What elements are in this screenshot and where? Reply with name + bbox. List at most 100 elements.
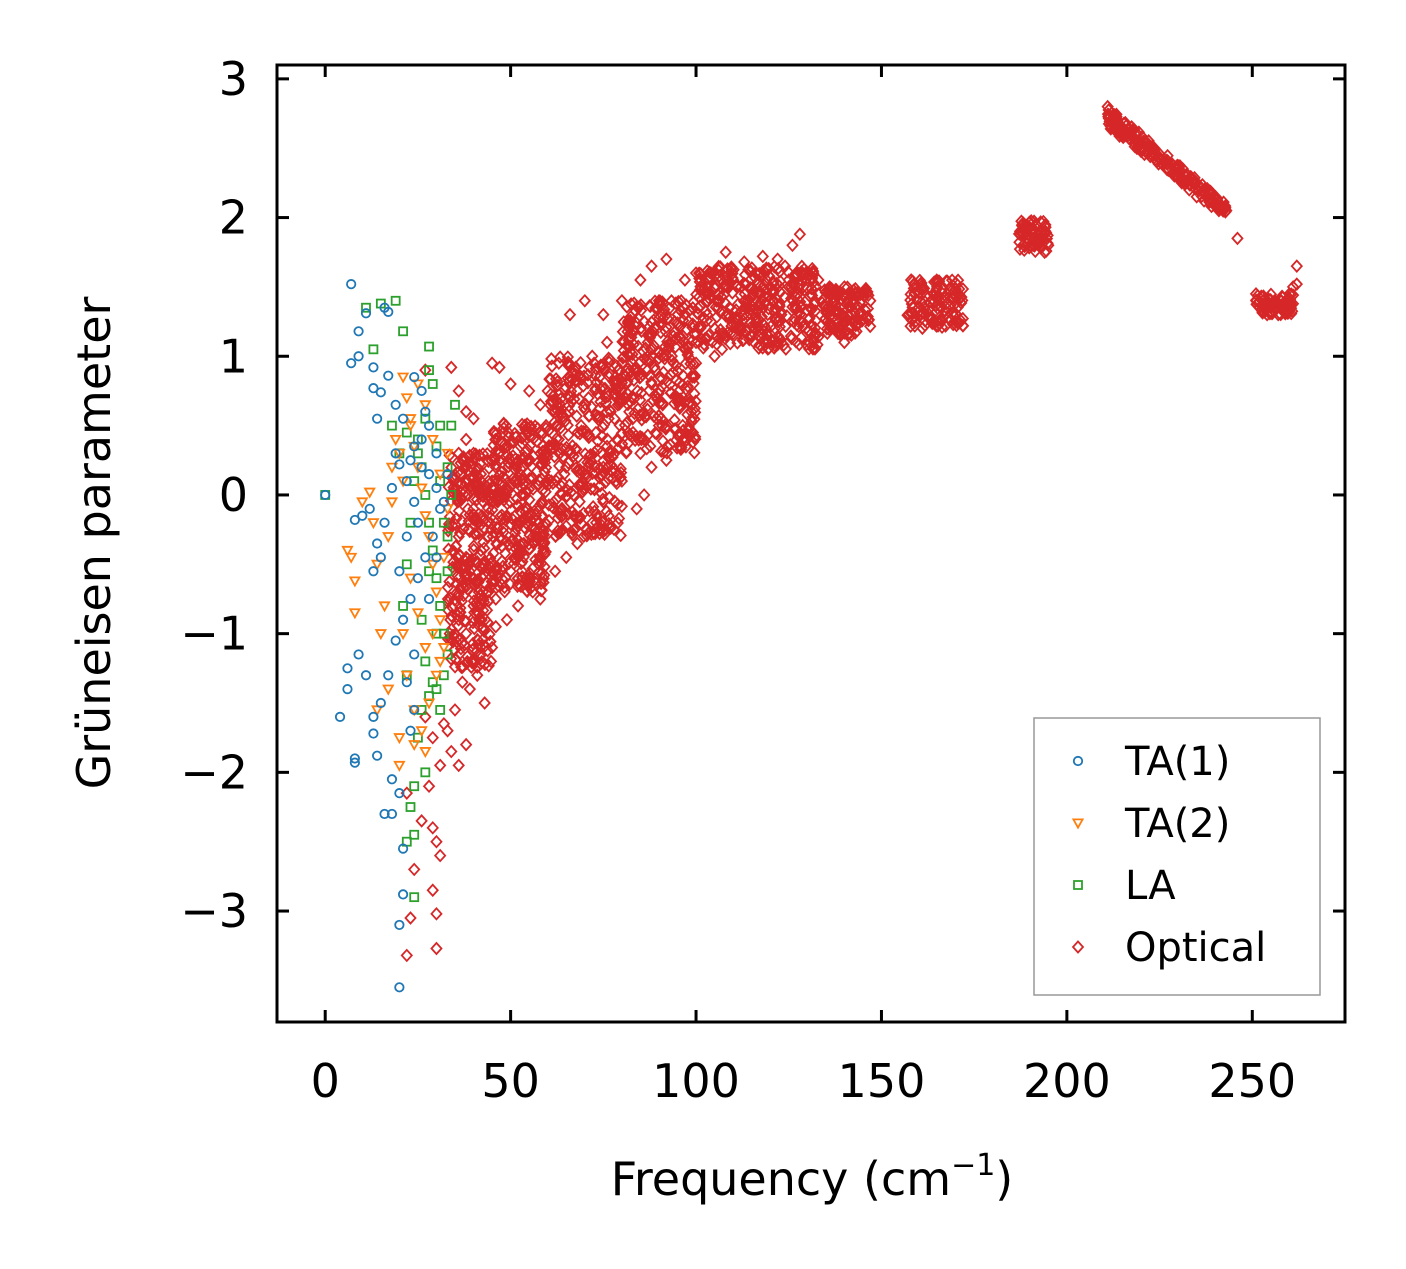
point-optical xyxy=(467,599,480,613)
point-optical xyxy=(548,404,562,419)
point-optical xyxy=(542,473,556,487)
point-la xyxy=(424,341,434,352)
x-tick-label: 0 xyxy=(311,1054,340,1108)
point-optical xyxy=(463,682,477,696)
point-optical xyxy=(697,341,710,355)
point-optical xyxy=(485,640,499,655)
point-ta-1 xyxy=(342,663,353,674)
point-optical xyxy=(930,319,943,333)
point-optical xyxy=(452,612,465,627)
point-optical xyxy=(454,467,467,482)
point-ta-1 xyxy=(375,552,386,563)
point-optical xyxy=(498,471,512,485)
point-optical xyxy=(591,387,605,402)
point-optical xyxy=(652,386,665,401)
point-optical xyxy=(669,296,682,311)
point-ta-1 xyxy=(368,566,379,577)
point-ta-2 xyxy=(422,698,436,710)
point-optical xyxy=(709,280,722,295)
point-optical xyxy=(771,337,785,352)
point-la xyxy=(424,517,434,528)
point-optical xyxy=(467,539,481,553)
point-optical xyxy=(581,375,595,390)
point-optical xyxy=(563,370,577,384)
point-optical xyxy=(484,634,497,649)
point-optical xyxy=(515,481,529,495)
point-optical xyxy=(1160,160,1174,175)
point-optical xyxy=(613,393,627,407)
point-optical xyxy=(534,576,548,591)
point-optical xyxy=(570,409,583,423)
point-optical xyxy=(692,307,705,321)
point-optical xyxy=(644,354,657,369)
point-optical xyxy=(517,429,530,444)
point-optical xyxy=(498,584,511,599)
point-optical xyxy=(820,305,833,320)
point-optical xyxy=(537,571,550,586)
point-optical xyxy=(534,397,547,412)
point-ta-2 xyxy=(430,670,443,682)
point-optical xyxy=(678,342,692,357)
x-tick-label: 100 xyxy=(652,1054,740,1108)
point-optical xyxy=(693,271,706,286)
point-optical xyxy=(551,419,564,434)
point-ta-1 xyxy=(397,843,409,854)
point-optical xyxy=(819,303,833,318)
point-optical xyxy=(688,445,701,460)
point-optical xyxy=(603,444,616,459)
point-ta-2 xyxy=(434,469,447,481)
legend-marker-la xyxy=(1073,880,1083,890)
point-optical xyxy=(484,654,498,669)
point-optical xyxy=(738,307,751,322)
point-optical xyxy=(407,862,421,877)
point-ta-1 xyxy=(368,728,379,739)
point-optical xyxy=(563,390,577,405)
point-optical xyxy=(622,348,636,363)
point-optical xyxy=(504,377,517,391)
point-optical xyxy=(939,297,953,311)
point-ta-2 xyxy=(404,414,417,426)
point-optical xyxy=(611,441,625,456)
point-optical xyxy=(918,295,932,309)
point-optical xyxy=(704,266,718,280)
point-ta-1 xyxy=(438,496,449,507)
point-optical xyxy=(684,356,697,371)
point-ta-2 xyxy=(434,615,447,627)
point-ta-1 xyxy=(349,757,360,768)
point-optical xyxy=(652,418,666,433)
point-optical xyxy=(581,526,595,541)
point-optical xyxy=(552,470,565,485)
point-optical xyxy=(474,467,488,481)
point-optical xyxy=(514,461,527,476)
tick-labels-layer: 0 50 100 150 200 250 3 2 1 0 −1 −2 −3 xyxy=(180,52,1296,1108)
point-optical xyxy=(453,646,467,661)
point-optical xyxy=(453,606,466,620)
point-optical xyxy=(508,550,521,565)
point-optical xyxy=(802,341,816,356)
point-optical xyxy=(756,300,770,315)
point-optical xyxy=(1023,224,1037,239)
point-optical xyxy=(688,368,702,383)
point-optical xyxy=(430,906,443,921)
point-optical xyxy=(483,627,496,642)
point-optical xyxy=(468,621,481,636)
point-optical xyxy=(456,675,469,690)
point-optical xyxy=(619,391,632,405)
point-optical xyxy=(689,266,703,280)
point-optical xyxy=(803,311,816,326)
point-optical xyxy=(752,341,766,355)
point-optical xyxy=(526,482,540,496)
point-ta-1 xyxy=(431,482,442,494)
point-optical xyxy=(462,522,475,537)
point-optical xyxy=(552,432,566,447)
point-optical xyxy=(515,417,529,432)
point-optical xyxy=(601,432,614,447)
point-optical xyxy=(678,273,692,287)
point-optical xyxy=(580,467,594,482)
point-la xyxy=(431,441,442,452)
point-optical xyxy=(626,425,640,440)
point-optical xyxy=(550,431,563,446)
point-optical xyxy=(1030,231,1044,246)
point-optical xyxy=(660,374,674,389)
point-optical xyxy=(644,299,657,314)
